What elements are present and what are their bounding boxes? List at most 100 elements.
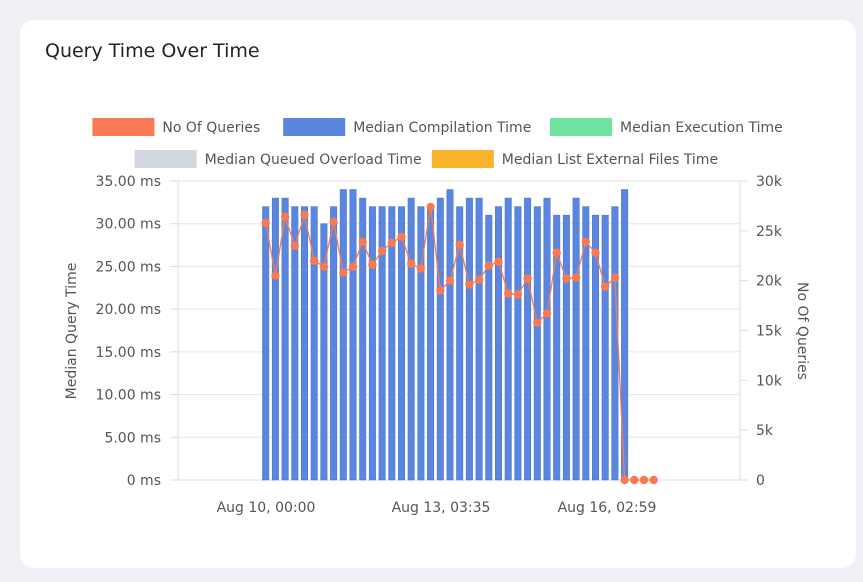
queries-point: [290, 241, 299, 250]
left-tick-label: 25.00 ms: [96, 259, 161, 275]
chart-title: Query Time Over Time: [45, 40, 260, 62]
bar: [300, 206, 308, 481]
right-tick-label: 25k: [756, 224, 783, 240]
queries-point: [571, 273, 581, 282]
legend-label-2: Median Execution Time: [620, 120, 783, 136]
bar: [368, 206, 376, 481]
left-tick-label: 35.00 ms: [96, 174, 161, 190]
queries-point: [387, 238, 396, 247]
bar: [271, 197, 279, 481]
queries-point: [445, 276, 455, 285]
bar: [543, 197, 551, 481]
queries-point: [436, 286, 445, 295]
x-tick-label: Aug 10, 00:00: [217, 500, 316, 516]
legend-label-4: Median List External Files Time: [502, 152, 718, 168]
queries-point: [513, 290, 523, 299]
queries-point: [339, 268, 348, 277]
bar: [485, 214, 493, 481]
left-tick-label: 30.00 ms: [96, 217, 161, 233]
bar: [572, 197, 580, 481]
bar: [553, 214, 561, 481]
bar: [504, 197, 512, 481]
legend-label-1: Median Compilation Time: [353, 120, 531, 136]
queries-point: [271, 271, 280, 280]
bar: [475, 197, 483, 481]
legend-swatch-2: [550, 118, 612, 136]
bar: [349, 189, 357, 481]
bar: [601, 214, 609, 481]
bar: [388, 206, 396, 481]
queries-point: [280, 212, 290, 222]
bar: [417, 206, 425, 481]
bar: [582, 206, 590, 481]
bar: [359, 197, 367, 481]
bar: [436, 197, 444, 481]
queries-point: [300, 210, 309, 220]
queries-point: [484, 261, 493, 270]
queries-point: [377, 246, 387, 255]
right-tick-label: 30k: [756, 174, 783, 190]
bar: [591, 214, 599, 481]
left-tick-label: 10.00 ms: [96, 388, 161, 404]
bar: [291, 206, 299, 481]
bar: [378, 206, 386, 481]
left-tick-label: 20.00 ms: [96, 302, 161, 318]
queries-point: [494, 257, 503, 266]
queries-point: [310, 256, 319, 265]
queries-point: [407, 259, 416, 268]
bar: [446, 189, 454, 481]
left-tick-label: 15.00 ms: [96, 345, 161, 361]
queries-point: [649, 475, 658, 485]
bar: [427, 206, 435, 481]
queries-point: [533, 318, 542, 327]
bar: [330, 206, 338, 481]
left-axis-title: Median Query Time: [64, 263, 80, 400]
queries-point: [562, 274, 571, 283]
bar: [494, 206, 502, 481]
queries-point: [591, 248, 600, 257]
bar: [611, 206, 619, 481]
bar: [281, 197, 289, 481]
queries-point: [358, 237, 367, 246]
right-tick-label: 0: [756, 473, 765, 489]
right-tick-label: 10k: [756, 373, 783, 389]
queries-point: [504, 289, 513, 298]
bar: [533, 206, 541, 481]
legend-swatch-4: [431, 150, 494, 168]
legend-swatch-0: [92, 118, 155, 136]
queries-point: [474, 275, 484, 284]
queries-point: [368, 260, 377, 269]
queries-point: [465, 280, 474, 289]
bar: [407, 197, 415, 481]
queries-point: [610, 273, 620, 282]
left-tick-label: 5.00 ms: [104, 430, 161, 446]
bar: [562, 214, 570, 481]
left-tick-label: 0 ms: [127, 473, 161, 489]
legend-label-0: No Of Queries: [162, 120, 260, 136]
queries-point: [455, 240, 464, 249]
queries-point: [329, 217, 338, 227]
queries-point: [397, 232, 406, 242]
queries-point: [552, 248, 561, 257]
queries-point: [601, 282, 610, 291]
queries-point: [639, 475, 649, 485]
right-tick-label: 5k: [756, 423, 774, 439]
bar: [320, 223, 328, 481]
legend-swatch-3: [134, 150, 197, 168]
bar: [514, 206, 522, 481]
queries-point: [348, 262, 358, 271]
queries-point: [542, 309, 552, 318]
right-tick-label: 15k: [756, 324, 783, 340]
queries-point: [319, 262, 329, 271]
queries-point: [261, 218, 270, 228]
legend-swatch-1: [283, 118, 346, 136]
right-tick-label: 20k: [756, 274, 783, 290]
queries-point: [581, 237, 590, 246]
queries-point: [630, 475, 639, 485]
x-tick-label: Aug 13, 03:35: [392, 500, 491, 516]
right-axis-title: No Of Queries: [794, 282, 810, 380]
x-tick-label: Aug 16, 02:59: [558, 500, 657, 516]
bar: [339, 189, 347, 481]
queries-point: [426, 202, 435, 212]
